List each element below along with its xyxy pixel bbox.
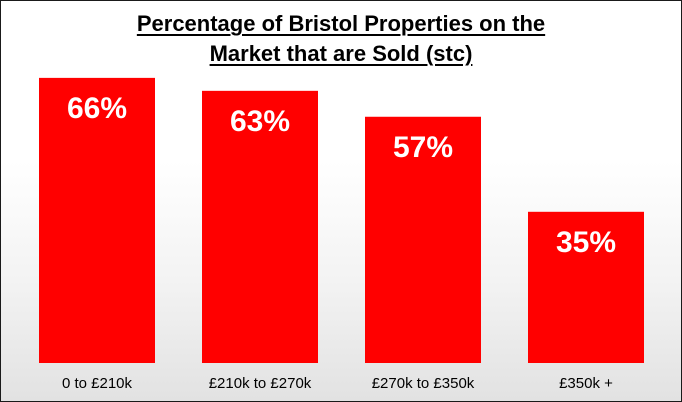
bar-4	[528, 211, 644, 363]
bar-1	[39, 77, 155, 363]
chart-title-line-1: Percentage of Bristol Properties on the	[136, 11, 546, 36]
category-label-1: 0 to £210k	[62, 375, 133, 392]
bar-value-label-3: 57%	[393, 131, 453, 164]
category-label-4: £350k +	[559, 375, 613, 392]
bar-3	[365, 116, 481, 363]
chart-title-line-2: Market that are Sold (stc)	[209, 41, 473, 66]
bar-value-label-4: 35%	[556, 226, 616, 259]
bar-2	[202, 90, 318, 363]
bar-value-label-2: 63%	[230, 105, 290, 138]
category-label-3: £270k to £350k	[372, 375, 475, 392]
chart-title: Percentage of Bristol Properties on the …	[1, 9, 681, 69]
category-label-2: £210k to £270k	[209, 375, 312, 392]
bar-value-label-1: 66%	[67, 92, 127, 125]
